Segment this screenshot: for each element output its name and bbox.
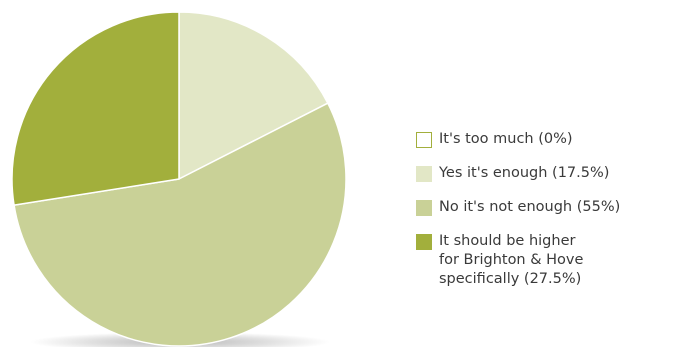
legend-swatch — [416, 200, 432, 216]
legend-label: No it's not enough (55%) — [439, 199, 621, 215]
legend-swatch — [416, 132, 432, 148]
legend-label: It should be higher for Brighton & Hove … — [439, 233, 584, 287]
legend-item: It's too much (0%) — [416, 130, 700, 149]
pie-slice-1 — [178, 11, 329, 181]
legend-item: No it's not enough (55%) — [416, 198, 700, 217]
legend-swatch — [416, 166, 432, 182]
pie-slice-2 — [13, 102, 347, 347]
legend-item: Yes it's enough (17.5%) — [416, 164, 700, 183]
legend-label: Yes it's enough (17.5%) — [439, 165, 610, 181]
legend-label: It's too much (0%) — [439, 131, 573, 147]
legend-item: It should be higher for Brighton & Hove … — [416, 232, 700, 289]
pie-slice-3 — [11, 11, 180, 206]
pie-slices — [11, 11, 347, 347]
legend: It's too much (0%) Yes it's enough (17.5… — [416, 130, 700, 289]
legend-swatch — [416, 234, 432, 250]
